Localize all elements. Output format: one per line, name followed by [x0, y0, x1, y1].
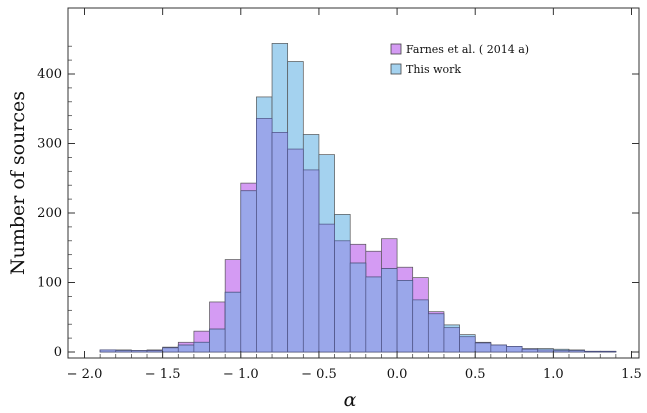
bar-overlap — [412, 299, 429, 353]
legend-swatch-farnes — [390, 43, 402, 55]
bar-overlap — [427, 313, 445, 353]
y-axis-ticks: 0 100 200 300 400 — [37, 45, 639, 360]
x-tick-label: 1.0 — [543, 367, 564, 382]
bar-overlap — [599, 350, 617, 353]
bar-overlap — [537, 349, 554, 353]
bar-overlap — [381, 268, 398, 353]
bar-overlap — [490, 344, 507, 353]
x-tick-label: 0.0 — [387, 367, 408, 382]
bar-overlap — [396, 280, 414, 353]
bar-overlap — [584, 350, 601, 353]
x-tick-label: − 1.0 — [223, 367, 259, 382]
bar-overlap — [302, 169, 320, 353]
bar-overlap — [209, 328, 226, 353]
x-tick-label: 1.5 — [621, 367, 642, 382]
bar-overlap — [115, 350, 132, 353]
bar-overlap — [162, 347, 179, 353]
bar-overlap — [553, 350, 570, 353]
bar-overlap — [287, 148, 304, 353]
legend-swatch-this-work — [390, 63, 402, 75]
bar-overlap — [99, 349, 117, 353]
y-tick-label: 300 — [37, 137, 62, 152]
legend-label-this-work: This work — [406, 63, 461, 76]
x-axis-label: α — [344, 389, 357, 411]
bar-overlap — [365, 276, 382, 353]
bar-overlap — [474, 342, 492, 353]
bar-overlap — [318, 223, 335, 353]
legend-label-farnes: Farnes et al. ( 2014 a) — [406, 43, 529, 56]
y-tick-label: 100 — [37, 276, 62, 291]
x-tick-label: − 1.5 — [145, 367, 181, 382]
bar-overlap — [256, 118, 273, 353]
bar-overlap — [349, 262, 367, 353]
bar-overlap — [224, 291, 242, 353]
bar-overlap — [568, 350, 585, 353]
x-tick-label: 0.5 — [465, 367, 486, 382]
x-tick-label: − 2.0 — [67, 367, 103, 382]
x-axis-ticks: − 2.0 − 1.5 − 1.0 − 0.5 0.0 0.5 1.0 1.5 — [67, 8, 642, 382]
bar-overlap — [459, 336, 476, 353]
y-tick-label: 0 — [54, 345, 62, 360]
y-tick-label: 400 — [37, 67, 62, 82]
x-tick-label: − 0.5 — [301, 367, 337, 382]
bar-overlap — [177, 344, 195, 353]
plot-frame — [67, 7, 640, 359]
bar-overlap — [521, 348, 539, 353]
bar-overlap — [146, 350, 163, 353]
bar-overlap — [443, 327, 460, 353]
y-axis-label: Number of sources — [7, 91, 29, 275]
bar-overlap — [334, 240, 351, 353]
bar-overlap — [506, 346, 523, 353]
legend: Farnes et al. ( 2014 a) This work — [390, 43, 529, 76]
bar-overlap — [193, 341, 210, 353]
bar-overlap — [131, 350, 148, 353]
y-tick-label: 200 — [37, 206, 62, 221]
overlap-bars — [99, 118, 617, 353]
bar-overlap — [271, 132, 289, 353]
bar-overlap — [240, 190, 257, 353]
